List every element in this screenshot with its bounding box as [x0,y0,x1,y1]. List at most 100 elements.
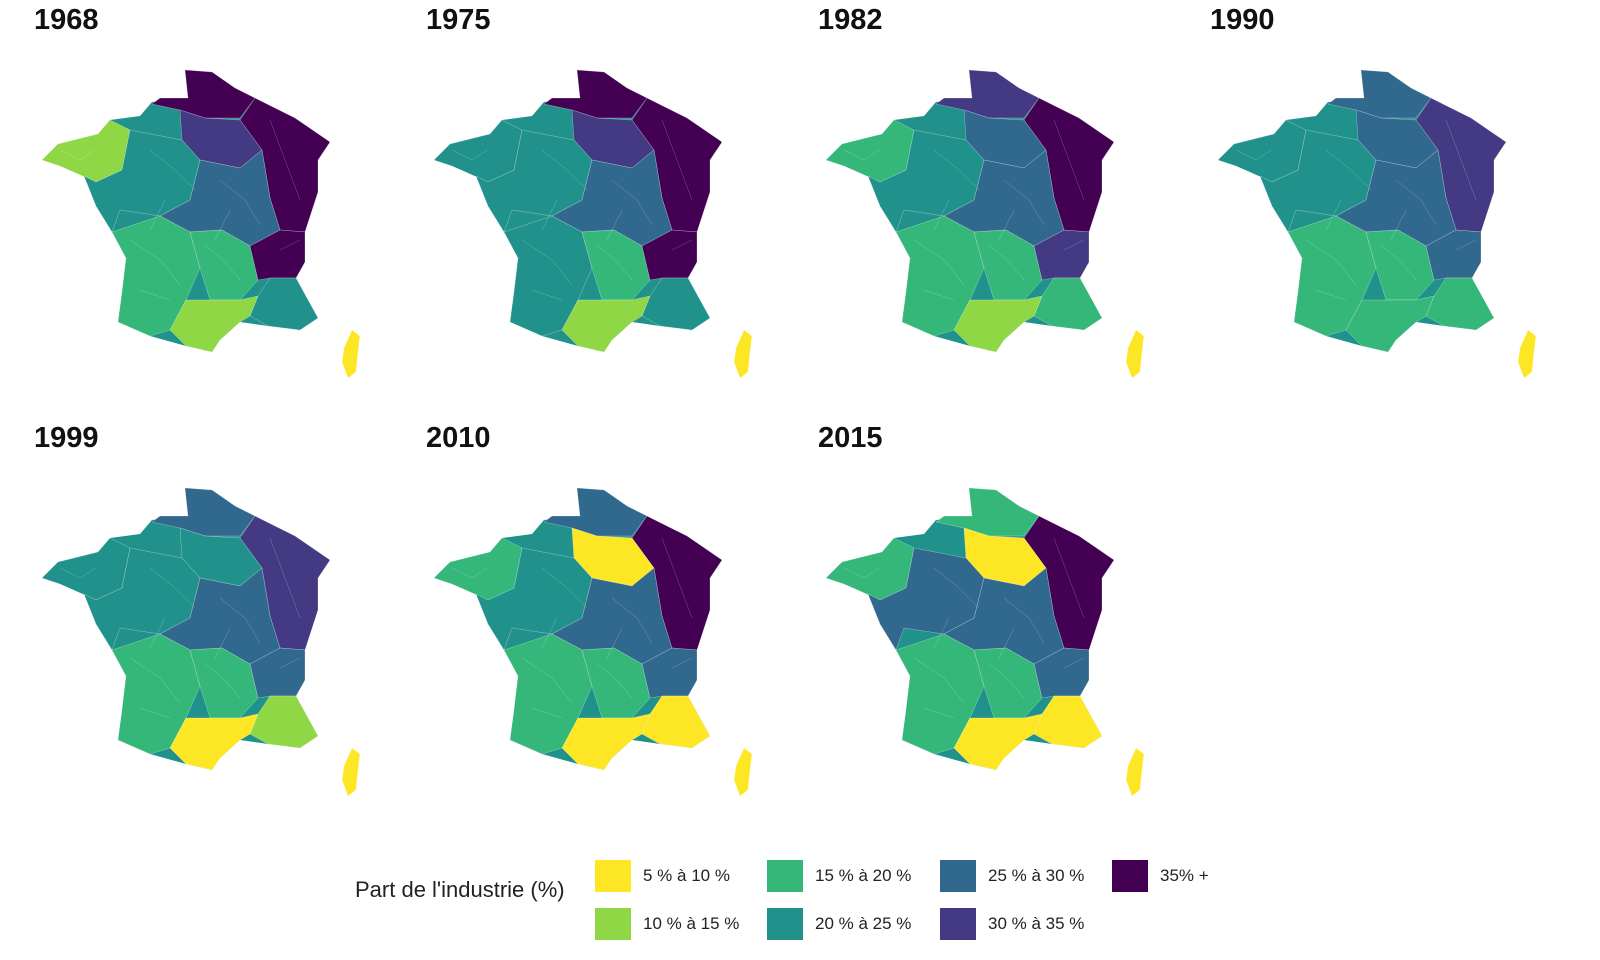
department-border [611,179,653,226]
legend-swatch [1112,860,1148,892]
department-border [149,199,166,231]
region-corsica [1125,747,1145,797]
region-medit [169,295,259,353]
region-corsica [733,747,753,797]
france-map [41,487,361,797]
department-border [933,567,980,609]
france-map [433,487,753,797]
map-panel-1982: 1982 [784,0,1174,400]
department-border [531,289,563,301]
map-year-title: 1990 [1210,4,1275,36]
department-border [1325,199,1342,231]
department-border [59,149,96,161]
region-massif [973,647,1043,719]
region-east_c [1033,647,1090,699]
department-border [923,707,955,719]
department-border [1395,179,1437,226]
region-medit [561,713,651,771]
department-border [923,289,955,301]
department-border [933,149,980,191]
department-border [219,179,261,226]
region-west [867,547,985,651]
department-border [129,239,181,286]
department-border [661,119,693,201]
region-east_c [249,647,306,699]
department-border [149,617,166,649]
region-west [1259,129,1377,233]
legend-swatch [940,908,976,940]
department-border [998,627,1015,659]
department-border [541,617,558,649]
region-massif [973,229,1043,301]
map-year-title: 2015 [818,422,883,454]
department-border [541,199,558,231]
department-border [521,239,573,286]
department-border [1003,179,1045,226]
legend-swatch [595,908,631,940]
region-medit [1345,295,1435,353]
department-border [606,209,623,241]
legend-label: 5 % à 10 % [643,866,730,885]
france-map [41,69,361,379]
department-border [988,662,1025,699]
legend-label: 25 % à 30 % [988,866,1085,885]
department-border [451,149,488,161]
region-west [475,129,593,233]
department-border [451,567,488,579]
department-border [1053,537,1085,619]
department-border [139,707,171,719]
region-massif [581,647,651,719]
region-east_c [1033,229,1090,281]
department-border [1063,657,1085,669]
region-west [867,129,985,233]
region-corsica [733,329,753,379]
france-map [825,69,1145,379]
department-border [1053,119,1085,201]
department-border [531,707,563,719]
department-border [279,239,301,251]
department-border [1455,239,1477,251]
department-border [269,537,301,619]
department-border [1235,149,1272,161]
department-border [913,239,965,286]
region-east_c [1425,229,1482,281]
department-border [606,627,623,659]
region-east_c [249,229,306,281]
department-border [596,244,633,281]
department-border [843,149,880,161]
department-border [59,567,96,579]
department-border [1315,289,1347,301]
department-border [913,657,965,704]
department-border [269,119,301,201]
map-panel-1975: 1975 [392,0,782,400]
department-border [843,567,880,579]
department-border [1003,597,1045,644]
department-border [933,617,950,649]
region-corsica [1125,329,1145,379]
legend-swatch [595,860,631,892]
region-medit [561,295,651,353]
map-panel-2015: 2015 [784,418,1174,818]
department-border [661,537,693,619]
legend-label: 10 % à 15 % [643,914,740,933]
department-border [541,149,588,191]
map-panel-1990: 1990 [1176,0,1566,400]
legend-title: Part de l'industrie (%) [355,877,565,902]
department-border [671,239,693,251]
department-border [214,209,231,241]
legend-label: 15 % à 20 % [815,866,912,885]
france-map [1217,69,1537,379]
map-panel-1968: 1968 [0,0,390,400]
legend-swatch [767,860,803,892]
legend-label: 35% + [1160,866,1209,885]
department-border [671,657,693,669]
map-year-title: 2010 [426,422,491,454]
legend: Part de l'industrie (%) 5 % à 10 % 15 % à… [355,860,1275,960]
region-medit [953,295,1043,353]
department-border [1380,244,1417,281]
department-border [204,244,241,281]
department-border [214,627,231,659]
map-year-title: 1982 [818,4,883,36]
map-panel-1999: 1999 [0,418,390,818]
department-border [1325,149,1372,191]
